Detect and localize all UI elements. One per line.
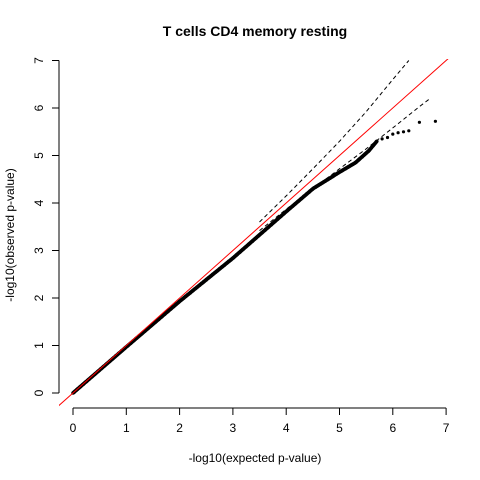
y-tick-label: 2: [32, 294, 46, 301]
confidence-band-lower: [259, 98, 431, 231]
data-point: [417, 120, 421, 124]
reference-line-group: [59, 59, 449, 407]
y-tick-label: 6: [32, 104, 46, 111]
y-tick-label: 3: [32, 247, 46, 254]
data-point: [433, 119, 437, 123]
data-point: [396, 131, 400, 135]
x-tick-label: 0: [70, 421, 77, 435]
y-tick-label: 7: [32, 57, 46, 64]
y-tick-label: 5: [32, 152, 46, 159]
x-tick-label: 7: [443, 421, 450, 435]
y-tick-label: 4: [32, 199, 46, 206]
x-tick-label: 4: [283, 421, 290, 435]
y-tick-label: 1: [32, 342, 46, 349]
x-tick-label: 6: [389, 421, 396, 435]
x-tick-label: 1: [123, 421, 130, 435]
y-axis-label: -log10(observed p-value): [3, 168, 17, 301]
data-point: [385, 135, 390, 140]
axes: 0 1 2 3 4 5 6 7 0 1 2 3 4 5 6 7: [32, 57, 450, 435]
data-point: [401, 130, 406, 134]
data-points: [71, 119, 437, 395]
confidence-band: [259, 60, 431, 231]
data-point: [407, 129, 411, 133]
x-tick-label: 2: [176, 421, 183, 435]
x-axis-label: -log10(expected p-value): [189, 451, 322, 465]
y-tick-label: 0: [32, 389, 46, 396]
data-point: [375, 139, 379, 144]
data-point: [391, 132, 395, 136]
reference-line: [59, 59, 449, 407]
confidence-band-upper: [259, 60, 410, 223]
x-tick-label: 5: [336, 421, 343, 435]
data-point: [380, 137, 384, 141]
chart-title: T cells CD4 memory resting: [163, 23, 347, 39]
x-tick-label: 3: [230, 421, 237, 435]
